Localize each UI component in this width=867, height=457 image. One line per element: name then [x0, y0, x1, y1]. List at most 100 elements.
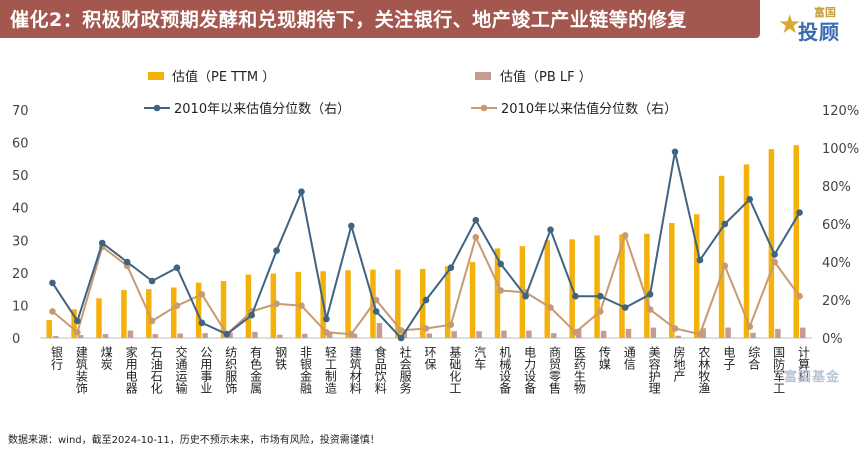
pb-bar: [451, 331, 457, 338]
x-category-label: 通信: [622, 346, 636, 371]
pe-percentile-point: [771, 251, 778, 258]
pe-percentile-point: [173, 264, 181, 271]
pe-bar: [195, 282, 202, 338]
pe-percentile-point: [123, 258, 131, 266]
pb-percentile-point: [74, 329, 81, 336]
x-category-label: 商贸零售: [548, 345, 562, 394]
pb-bar: [326, 331, 333, 338]
pe-percentile-point: [746, 196, 754, 203]
x-category-label: 计算机: [797, 346, 811, 382]
pb-percentile-point: [397, 327, 405, 334]
pb-bar: [476, 331, 482, 338]
pe-bar: [594, 235, 600, 338]
pb-bar: [351, 333, 358, 338]
pe-percentile-point: [372, 308, 380, 315]
pb-bar: [227, 332, 233, 338]
pe-percentile-point: [397, 334, 405, 342]
pb-bar: [376, 323, 383, 338]
y-left-tick-label: 20: [12, 267, 29, 282]
pe-percentile-point: [696, 256, 704, 264]
pe-percentile-point: [49, 279, 56, 287]
pb-percentile-point: [572, 329, 579, 336]
pe-percentile-point: [98, 239, 106, 247]
x-category-label: 纺织服饰: [224, 346, 238, 394]
pe-percentile-point: [472, 216, 480, 224]
pe-bar: [170, 287, 177, 338]
pb-percentile-point: [597, 308, 604, 315]
pe-bar: [245, 274, 252, 338]
y-left-tick-label: 0: [12, 332, 20, 347]
pb-percentile-point: [771, 258, 778, 266]
x-category-label: 社会服务: [398, 345, 412, 394]
pe-percentile-point: [547, 226, 554, 233]
y-left-tick-label: 60: [12, 137, 29, 152]
x-category-label: 非银金融: [298, 346, 312, 395]
x-category-label: 银行: [49, 346, 63, 370]
pe-percentile-point: [597, 292, 604, 300]
pb-percentile-point: [547, 304, 554, 311]
pb-percentile-point: [696, 330, 704, 338]
pe-percentile-point: [298, 188, 305, 195]
pb-percentile-point: [796, 292, 803, 300]
x-category-label: 环保: [423, 346, 437, 370]
pb-percentile-point: [497, 287, 505, 294]
pe-bar: [644, 233, 650, 338]
y-left-tick-label: 70: [12, 104, 29, 119]
pb-bar: [700, 328, 706, 338]
pb-bar: [575, 328, 582, 338]
pb-bar: [127, 330, 134, 338]
pe-percentile-point: [273, 247, 280, 254]
pb-percentile-point: [447, 321, 455, 329]
pb-percentile-point: [721, 262, 729, 270]
star-icon: ★: [778, 10, 802, 40]
y-right-tick-label: 60%: [822, 218, 851, 233]
pb-bar: [650, 327, 657, 338]
pb-percentile-point: [173, 302, 181, 310]
pe-bar: [220, 281, 227, 338]
legend-label-pb: 估值（PB LF ）: [500, 69, 592, 85]
y-right-tick-label: 40%: [822, 256, 851, 271]
pe-percentile-point: [646, 291, 654, 298]
y-right-tick-label: 20%: [822, 294, 851, 309]
x-category-label: 国防军工: [772, 346, 786, 394]
pe-percentile-point: [148, 277, 156, 285]
pe-percentile-point: [74, 317, 81, 325]
x-category-label: 医药生物: [572, 346, 586, 394]
x-category-label: 汽车: [473, 345, 487, 371]
pb-bar: [800, 327, 806, 338]
pb-bar: [177, 333, 183, 338]
x-category-label: 有色金属: [249, 346, 263, 395]
pb-bar: [202, 333, 208, 338]
data-source-note: 数据来源：wind，截至2024-10-11，历史不预示未来，市场有风险，投资需…: [8, 435, 380, 446]
title-bar: 催化2：积极财政预期发酵和兑现期待下，关注银行、地产竣工产业链等的修复: [0, 0, 760, 38]
pe-bar: [718, 175, 725, 338]
pe-percentile-point: [198, 319, 206, 327]
pb-percentile-point: [646, 306, 654, 313]
pe-bar: [71, 309, 77, 338]
x-category-label: 煤炭: [99, 346, 113, 371]
legend-label-pe: 估值（PE TTM ）: [172, 69, 275, 85]
pe-percentile-point: [621, 304, 629, 311]
pe-bar: [46, 320, 52, 338]
x-category-label: 公用事业: [199, 346, 213, 394]
pb-bar: [725, 327, 731, 338]
pb-percentile-point: [472, 234, 480, 241]
y-right-tick-label: 0%: [822, 332, 843, 347]
x-category-label: 钢铁: [274, 346, 288, 370]
brand-logo: ★ 富国 投顾: [770, 2, 865, 44]
pe-bar: [793, 145, 800, 338]
x-category-label: 房地产: [672, 345, 686, 383]
pe-percentile-point: [248, 311, 255, 319]
pb-bar: [775, 328, 781, 338]
watermark: 富国基金: [784, 370, 841, 385]
page-title: 催化2：积极财政预期发酵和兑现期待下，关注银行、地产竣工产业链等的修复: [10, 9, 687, 31]
x-category-label: 轻工制造: [323, 346, 337, 394]
logo-main-text: 投顾: [798, 20, 840, 44]
pb-percentile-point: [372, 296, 380, 304]
pb-percentile-point: [49, 308, 56, 315]
y-left-tick-label: 50: [12, 169, 29, 184]
pe-bar: [494, 248, 501, 338]
pb-bar: [675, 335, 682, 338]
pe-percentile-point: [422, 296, 430, 304]
pe-percentile-point: [223, 330, 231, 338]
